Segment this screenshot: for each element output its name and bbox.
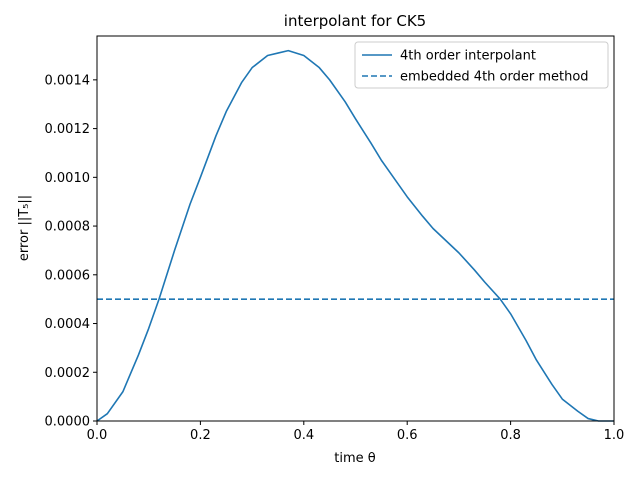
x-tick-label: 1.0 xyxy=(604,428,625,443)
y-tick-label: 0.0014 xyxy=(45,73,91,88)
legend-box xyxy=(354,41,609,89)
y-tick-label: 0.0008 xyxy=(45,220,91,235)
x-axis-label: time θ xyxy=(334,451,376,466)
y-tick-label: 0.0002 xyxy=(45,366,91,381)
y-tick-label: 0.0004 xyxy=(45,317,91,332)
chart-title: interpolant for CK5 xyxy=(284,12,426,30)
x-tick-label: 0.0 xyxy=(87,428,108,443)
y-tick-label: 0.0000 xyxy=(45,415,91,430)
y-tick-label: 0.0006 xyxy=(45,268,91,283)
x-tick-label: 0.2 xyxy=(190,428,211,443)
y-tick-label: 0.0010 xyxy=(45,171,91,186)
legend-label-2: embedded 4th order method xyxy=(400,70,589,85)
legend: 4th order interpolant embedded 4th order … xyxy=(354,41,609,89)
legend-label-1: 4th order interpolant xyxy=(400,49,536,64)
plot-area xyxy=(96,49,614,422)
x-tick-label: 0.4 xyxy=(293,428,314,443)
x-tick-label: 0.6 xyxy=(397,428,418,443)
y-axis: 0.0000 0.0002 0.0004 0.0006 0.0008 0.0010 0.00… xyxy=(45,73,97,430)
x-tick-label: 0.8 xyxy=(500,428,521,443)
y-axis-label: error ||T₅|| xyxy=(17,195,32,261)
series-line-1 xyxy=(96,49,614,422)
y-tick-label: 0.0012 xyxy=(45,122,91,137)
x-axis: 0.0 0.2 0.4 0.6 0.8 1.0 xyxy=(87,421,625,443)
plot-frame xyxy=(96,35,615,422)
